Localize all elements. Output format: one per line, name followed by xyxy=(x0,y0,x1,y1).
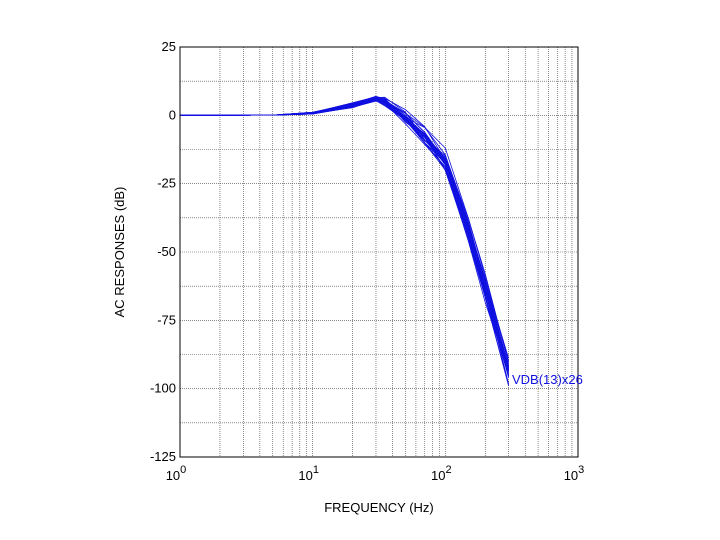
series-line-22 xyxy=(179,98,509,368)
trace-group xyxy=(179,95,509,387)
y-tick-label: 25 xyxy=(162,39,176,54)
series-line-20 xyxy=(179,99,509,387)
y-tick-label: -125 xyxy=(150,449,176,464)
x-tick-exponent: 3 xyxy=(578,464,584,476)
trace-label: VDB(13)x26 xyxy=(512,372,583,387)
x-tick-exponent: 1 xyxy=(313,464,319,476)
x-tick-base: 10 xyxy=(564,468,578,483)
y-axis-label: AC RESPONSES (dB) xyxy=(112,187,127,318)
y-tick-label: 0 xyxy=(169,107,176,122)
x-tick-base: 10 xyxy=(431,468,445,483)
x-tick-exponent: 0 xyxy=(180,464,186,476)
plot-frame xyxy=(179,46,579,458)
x-tick-label: 101 xyxy=(298,464,319,483)
x-tick-base: 10 xyxy=(298,468,312,483)
x-tick-labels: 100 101 102 103 xyxy=(166,464,585,483)
y-tick-labels: 25 0 -25 -50 -75 -100 -125 xyxy=(150,39,176,464)
series-line-26 xyxy=(179,97,509,374)
x-tick-label: 100 xyxy=(166,464,187,483)
y-tick-label: -50 xyxy=(157,244,176,259)
x-tick-base: 10 xyxy=(166,468,180,483)
y-tick-label: -100 xyxy=(150,381,176,396)
x-tick-exponent: 2 xyxy=(446,464,452,476)
y-tick-label: -75 xyxy=(157,312,176,327)
x-tick-label: 102 xyxy=(431,464,452,483)
y-tick-label: -25 xyxy=(157,176,176,191)
x-tick-label: 103 xyxy=(564,464,585,483)
x-axis-label: FREQUENCY (Hz) xyxy=(324,500,434,515)
